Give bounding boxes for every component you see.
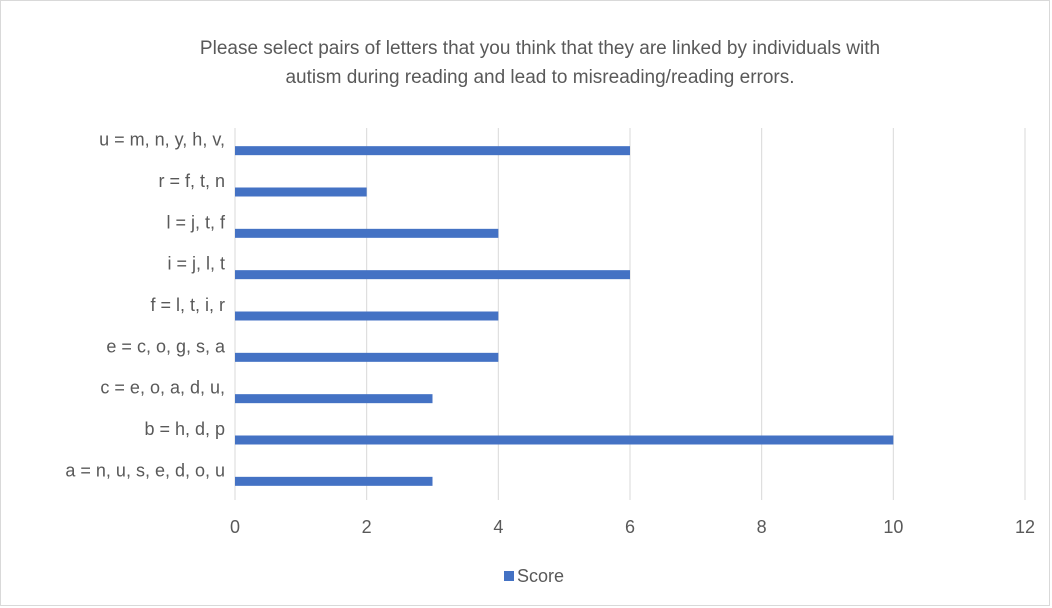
category-label: a = n, u, s, e, d, o, u	[65, 460, 225, 480]
category-label: e = c, o, g, s, a	[106, 336, 226, 356]
x-tick-label: 0	[230, 517, 240, 537]
bar	[235, 435, 894, 445]
chart-title-line-2: autism during reading and lead to misrea…	[285, 67, 795, 88]
x-tick-label: 2	[362, 517, 372, 537]
category-labels: a = n, u, s, e, d, o, u b = h, d, p c = e,…	[65, 130, 226, 481]
category-label: f = l, t, i, r	[150, 295, 225, 315]
category-label: b = h, d, p	[144, 419, 225, 439]
bar	[235, 146, 630, 156]
chart-title: Please select pairs of letters that you …	[130, 34, 950, 92]
x-tick-label: 6	[625, 517, 635, 537]
legend-label: Score	[517, 565, 565, 586]
x-tick-label: 4	[493, 517, 503, 537]
legend-swatch	[504, 571, 514, 581]
x-tick-label: 10	[883, 517, 903, 537]
x-tick-label: 12	[1015, 517, 1035, 537]
x-axis-tick-labels: 0 2 4 6 8 10 12	[230, 517, 1035, 537]
category-label: l = j, t, f	[166, 212, 226, 232]
bar	[235, 394, 433, 404]
category-label: u = m, n, y, h, v,	[99, 130, 225, 150]
category-label: i = j, l, t	[167, 254, 225, 274]
bar	[235, 311, 499, 321]
bar	[235, 270, 630, 280]
bars	[235, 146, 894, 486]
bar	[235, 476, 433, 486]
legend: Score	[504, 564, 564, 588]
x-tick-label: 8	[757, 517, 767, 537]
chart-title-line-1: Please select pairs of letters that you …	[199, 38, 881, 59]
bar	[235, 352, 499, 362]
bar	[235, 228, 499, 238]
bar	[235, 187, 367, 197]
category-label: r = f, t, n	[158, 171, 225, 191]
category-label: c = e, o, a, d, u,	[100, 378, 225, 398]
